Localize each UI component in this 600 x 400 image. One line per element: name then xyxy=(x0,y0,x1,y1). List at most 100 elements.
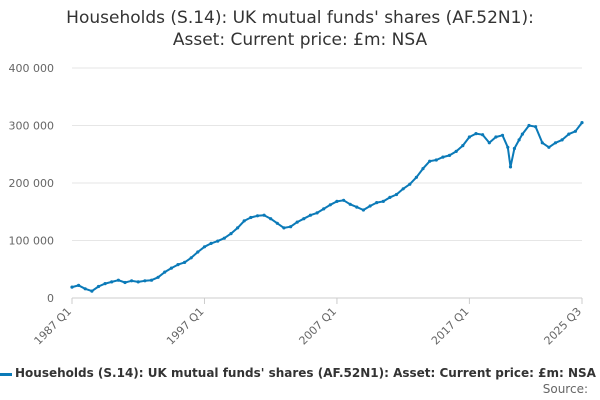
data-point[interactable] xyxy=(388,195,392,199)
data-point[interactable] xyxy=(169,266,173,270)
x-tick-label: 1987 Q1 xyxy=(32,305,75,348)
legend[interactable]: Households (S.14): UK mutual funds' shar… xyxy=(0,365,600,383)
data-point[interactable] xyxy=(110,280,114,284)
data-point[interactable] xyxy=(103,282,107,286)
data-point[interactable] xyxy=(447,153,452,157)
data-point[interactable] xyxy=(202,245,207,249)
legend-swatch xyxy=(0,373,12,376)
data-point[interactable] xyxy=(553,141,558,145)
legend-item-label: Households (S.14): UK mutual funds' shar… xyxy=(15,366,596,380)
data-point[interactable] xyxy=(189,256,193,260)
data-point[interactable] xyxy=(83,287,87,291)
data-point[interactable] xyxy=(567,132,571,136)
data-point[interactable] xyxy=(540,141,544,145)
data-point[interactable] xyxy=(494,135,498,139)
data-point[interactable] xyxy=(315,211,319,215)
data-point[interactable] xyxy=(156,275,160,279)
data-point[interactable] xyxy=(520,132,525,136)
data-point[interactable] xyxy=(149,278,154,282)
data-point[interactable] xyxy=(375,201,379,205)
data-point[interactable] xyxy=(421,167,425,171)
data-point[interactable] xyxy=(222,236,226,240)
x-tick-label: 2007 Q1 xyxy=(297,305,340,348)
data-point[interactable] xyxy=(130,279,134,283)
data-point[interactable] xyxy=(527,123,531,128)
data-point[interactable] xyxy=(143,279,147,283)
data-point[interactable] xyxy=(461,144,465,148)
x-axis xyxy=(71,297,583,304)
grid-lines xyxy=(72,67,582,241)
data-point[interactable] xyxy=(282,226,286,230)
data-point[interactable] xyxy=(123,280,127,285)
data-point[interactable] xyxy=(534,125,538,129)
data-point[interactable] xyxy=(573,129,578,133)
data-point[interactable] xyxy=(512,146,517,151)
data-point[interactable] xyxy=(342,198,346,202)
data-point[interactable] xyxy=(467,135,471,139)
data-point[interactable] xyxy=(454,149,458,153)
data-point[interactable] xyxy=(500,133,505,137)
data-point[interactable] xyxy=(209,241,213,245)
data-point[interactable] xyxy=(361,208,365,212)
data-point[interactable] xyxy=(136,280,140,284)
data-point[interactable] xyxy=(236,226,240,230)
data-point[interactable] xyxy=(262,213,266,217)
x-axis-tick-labels: 1987 Q1 1997 Q1 2007 Q1 2017 Q1 2025 Q3 xyxy=(32,305,585,348)
y-tick-label: 400 000 xyxy=(9,62,55,75)
data-point[interactable] xyxy=(428,159,432,163)
data-point[interactable] xyxy=(474,132,478,136)
data-point[interactable] xyxy=(183,260,187,264)
data-point[interactable] xyxy=(295,220,299,224)
data-point[interactable] xyxy=(322,207,326,211)
data-point[interactable] xyxy=(255,214,260,218)
data-point[interactable] xyxy=(517,138,521,142)
data-point[interactable] xyxy=(381,199,385,203)
data-point[interactable] xyxy=(508,165,513,169)
data-point[interactable] xyxy=(355,205,359,209)
data-point[interactable] xyxy=(414,175,418,179)
data-point[interactable] xyxy=(481,133,485,137)
data-point[interactable] xyxy=(560,138,564,142)
data-point[interactable] xyxy=(368,204,372,208)
data-point[interactable] xyxy=(547,145,551,149)
x-tick-label: 2017 Q1 xyxy=(429,305,472,348)
data-point[interactable] xyxy=(163,270,167,274)
data-point[interactable] xyxy=(229,232,233,236)
data-point[interactable] xyxy=(335,199,339,203)
data-point[interactable] xyxy=(302,217,306,221)
data-point[interactable] xyxy=(96,284,101,289)
data-point[interactable] xyxy=(441,155,445,159)
data-point[interactable] xyxy=(90,289,94,293)
data-point[interactable] xyxy=(434,158,438,162)
data-point[interactable] xyxy=(348,202,352,206)
y-tick-label: 300 000 xyxy=(9,120,55,133)
data-point[interactable] xyxy=(580,121,584,125)
data-point[interactable] xyxy=(408,182,412,186)
data-point[interactable] xyxy=(116,278,120,282)
data-point[interactable] xyxy=(328,203,332,207)
data-point[interactable] xyxy=(249,215,253,220)
data-point[interactable] xyxy=(289,225,293,229)
y-axis-tick-labels: 0 100 000 200 000 300 000 400 000 xyxy=(9,62,55,305)
data-point[interactable] xyxy=(77,283,81,287)
x-tick-label: 2025 Q3 xyxy=(542,305,585,348)
y-tick-label: 0 xyxy=(47,292,54,305)
data-point[interactable] xyxy=(506,145,510,149)
data-point[interactable] xyxy=(269,217,273,221)
data-point[interactable] xyxy=(394,192,399,197)
series-layer xyxy=(70,121,584,293)
data-point[interactable] xyxy=(196,250,200,254)
data-point[interactable] xyxy=(242,219,246,223)
data-point[interactable] xyxy=(70,285,74,289)
data-point[interactable] xyxy=(308,213,312,217)
data-point[interactable] xyxy=(216,239,220,243)
y-tick-label: 100 000 xyxy=(9,235,55,248)
y-tick-label: 200 000 xyxy=(9,177,55,190)
data-point[interactable] xyxy=(487,141,491,145)
series-line[interactable] xyxy=(71,121,583,293)
data-point[interactable] xyxy=(401,187,405,191)
data-point[interactable] xyxy=(176,263,180,267)
data-point[interactable] xyxy=(275,221,279,225)
